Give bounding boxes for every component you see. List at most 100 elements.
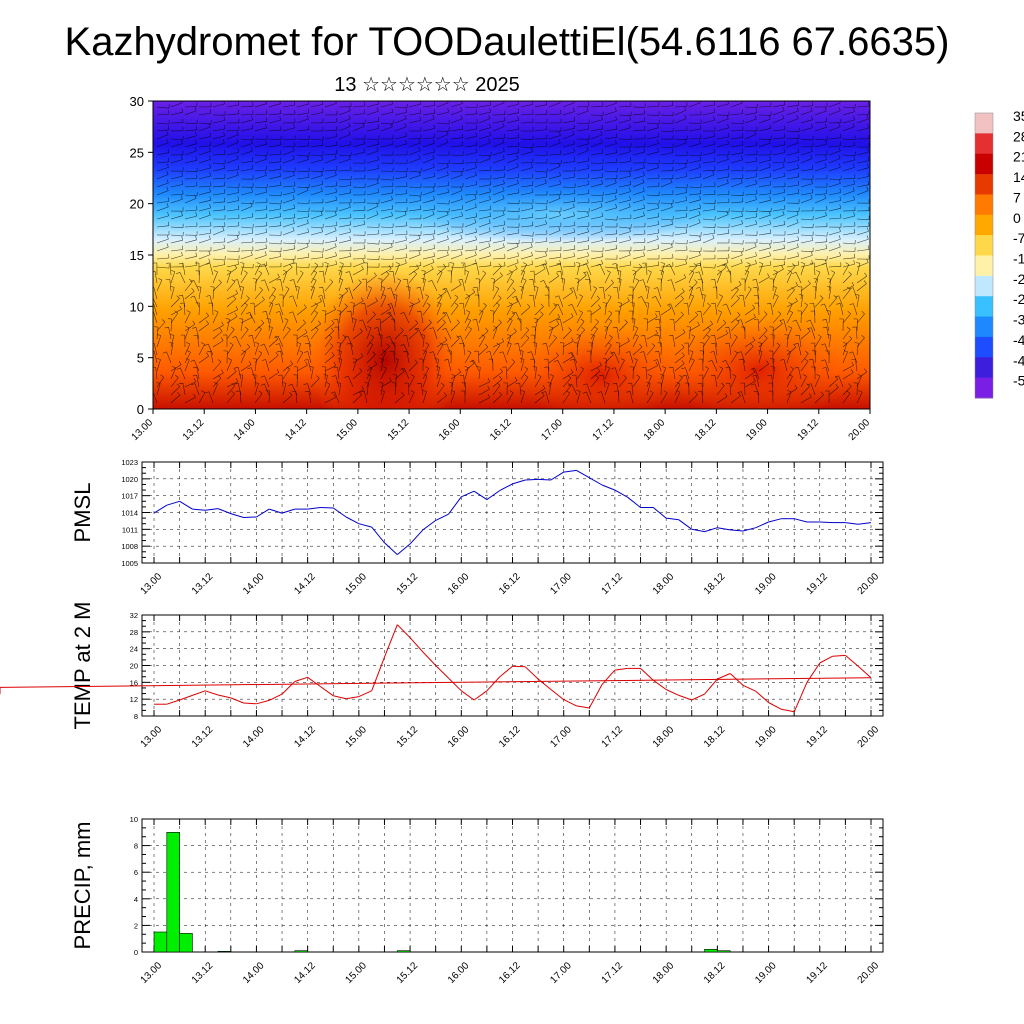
wind-barb [212, 230, 225, 236]
wind-barb-feather [381, 350, 386, 353]
wind-barb-feather [170, 286, 175, 288]
wind-barb [786, 142, 799, 148]
wind-barb-feather [348, 203, 351, 208]
wind-barb-feather [403, 278, 408, 280]
wind-barb [264, 263, 270, 276]
wind-barb-feather [475, 132, 477, 137]
wind-barb-feather [783, 172, 785, 177]
wind-barb [842, 183, 855, 188]
series-segment [845, 655, 859, 667]
wind-barb [828, 311, 831, 324]
wind-barb-feather [377, 188, 379, 193]
wind-barb [212, 178, 226, 180]
wind-barb [170, 143, 183, 148]
wind-barb-feather [588, 342, 593, 344]
series-segment [461, 490, 475, 498]
wind-barb [156, 215, 169, 220]
wind-barb [282, 127, 295, 132]
wind-barb [660, 246, 673, 252]
wind-barb [856, 262, 869, 268]
wind-barb-feather [206, 352, 209, 357]
wind-barb [519, 383, 522, 396]
wind-barb-feather [405, 132, 407, 137]
wind-barb [366, 233, 379, 236]
wind-barb [520, 391, 525, 404]
wind-barb [534, 170, 547, 173]
wind-barb [184, 129, 197, 132]
wind-barb-feather [559, 211, 561, 216]
wind-barb-feather [559, 180, 561, 185]
series-segment [525, 478, 539, 481]
wind-barb-feather [553, 302, 557, 306]
wind-barb-feather [610, 279, 614, 283]
y-axis-title: PRECIP, mm [70, 822, 95, 950]
wind-barb-feather [607, 342, 612, 346]
wind-barb-feather [349, 220, 352, 225]
wind-barb [322, 287, 326, 300]
wind-barb-feather [633, 358, 638, 361]
wind-barb [534, 314, 544, 324]
wind-barb [632, 199, 645, 204]
wind-barb-feather [789, 310, 793, 313]
wind-barb [856, 176, 869, 180]
wind-barb-feather [194, 194, 197, 199]
wind-barb-feather [464, 366, 469, 368]
wind-barb-feather [866, 258, 869, 263]
wind-barb [254, 127, 267, 132]
wind-barb [198, 270, 200, 284]
wind-barb [688, 265, 698, 276]
wind-barb [209, 263, 214, 276]
wind-barb-feather [532, 181, 534, 186]
wind-barb [800, 218, 814, 221]
wind-barb-feather [460, 186, 463, 191]
wind-barb [478, 240, 491, 244]
wind-barb-feather [320, 187, 323, 192]
wind-barb-feather [752, 286, 757, 289]
wind-barb [268, 355, 279, 364]
wind-barb [632, 294, 634, 308]
wind-barb [476, 263, 480, 276]
wind-barb-feather [415, 319, 419, 324]
wind-barb [730, 137, 743, 140]
wind-barb [532, 295, 536, 308]
wind-barb-feather [417, 298, 421, 302]
wind-barb-feather [699, 139, 701, 144]
wind-barb [380, 144, 393, 148]
wind-barb-feather [511, 310, 515, 315]
wind-barb-feather [796, 218, 799, 223]
wind-barb-feather [531, 188, 533, 193]
wind-barb [786, 368, 794, 380]
wind-barb-feather [462, 141, 464, 146]
wind-barb-feather [501, 338, 505, 342]
wind-barb [352, 268, 364, 276]
wind-barb [198, 191, 211, 196]
wind-barb [296, 246, 309, 252]
series-segment [358, 690, 372, 698]
x-tick-label: 16.00 [446, 724, 472, 750]
wind-barb [436, 314, 446, 324]
wind-barb-feather [679, 374, 683, 378]
wind-barb [856, 275, 867, 284]
wind-barb-feather [752, 368, 756, 373]
wind-barb [338, 206, 351, 212]
wind-barb [352, 248, 365, 252]
wind-barb [674, 142, 687, 148]
wind-barb [573, 287, 578, 300]
wind-barb-feather [690, 270, 695, 273]
wind-barb [632, 377, 641, 388]
wind-barb [380, 199, 393, 204]
wind-barb [786, 184, 799, 188]
wind-barb [618, 279, 622, 292]
wind-barb [520, 246, 533, 252]
wind-barb [240, 241, 254, 244]
wind-barb-feather [811, 115, 813, 120]
wind-barb-feather [181, 155, 183, 160]
wind-barb-feather [657, 204, 659, 209]
wind-barb [226, 104, 239, 108]
wind-barb-feather [792, 319, 797, 322]
wind-barb [590, 343, 593, 356]
wind-barb-feather [615, 125, 618, 130]
wind-barb [296, 352, 304, 364]
wind-barb [534, 306, 544, 316]
wind-barb [618, 105, 632, 108]
